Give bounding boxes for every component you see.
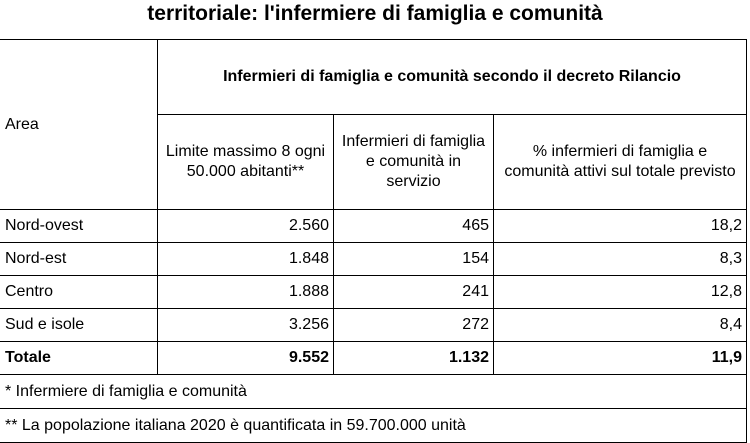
in-service-column-header: Infermieri di famiglia e comunità in ser…	[333, 114, 494, 210]
table-row: Nord-est 1.848 154 8,3	[0, 242, 748, 276]
limit-cell: 1.888	[157, 275, 334, 309]
percentage-cell: 8,3	[492, 242, 748, 276]
footnote-row: ** La popolazione italiana 2020 è quanti…	[0, 408, 748, 443]
percentage-column-header: % infermieri di famiglia e comunità atti…	[492, 114, 748, 210]
table-row: Nord-ovest 2.560 465 18,2	[0, 209, 748, 243]
in-service-cell: 154	[333, 242, 494, 276]
area-cell: Sud e isole	[0, 308, 158, 342]
area-cell: Centro	[0, 275, 158, 309]
table-row: Sud e isole 3.256 272 8,4	[0, 308, 748, 342]
total-row: Totale 9.552 1.132 11,9	[0, 341, 748, 375]
limit-cell: 3.256	[157, 308, 334, 342]
in-service-cell: 465	[333, 209, 494, 243]
percentage-cell: 18,2	[492, 209, 748, 243]
in-service-cell: 272	[333, 308, 494, 342]
area-cell: Nord-est	[0, 242, 158, 276]
percentage-cell: 12,8	[492, 275, 748, 309]
footnote-1: * Infermiere di famiglia e comunità	[0, 374, 748, 409]
table-title: territoriale: l'infermiere di famiglia e…	[147, 2, 603, 25]
group-column-header: Infermieri di famiglia e comunità second…	[156, 39, 748, 115]
limit-cell: 1.848	[157, 242, 334, 276]
total-label: Totale	[0, 341, 158, 375]
nurses-table: Area Infermieri di famiglia e comunità s…	[0, 39, 748, 443]
area-column-header: Area	[0, 39, 158, 210]
total-in-service-cell: 1.132	[333, 341, 494, 375]
limit-column-header: Limite massimo 8 ogni 50.000 abitanti**	[157, 114, 334, 210]
footnote-row: * Infermiere di famiglia e comunità	[0, 374, 748, 409]
percentage-cell: 8,4	[492, 308, 748, 342]
total-percentage-cell: 11,9	[492, 341, 748, 375]
limit-cell: 2.560	[157, 209, 334, 243]
total-limit-cell: 9.552	[157, 341, 334, 375]
footnote-2: ** La popolazione italiana 2020 è quanti…	[0, 408, 748, 443]
area-cell: Nord-ovest	[0, 209, 158, 243]
in-service-cell: 241	[333, 275, 494, 309]
table-row: Centro 1.888 241 12,8	[0, 275, 748, 309]
